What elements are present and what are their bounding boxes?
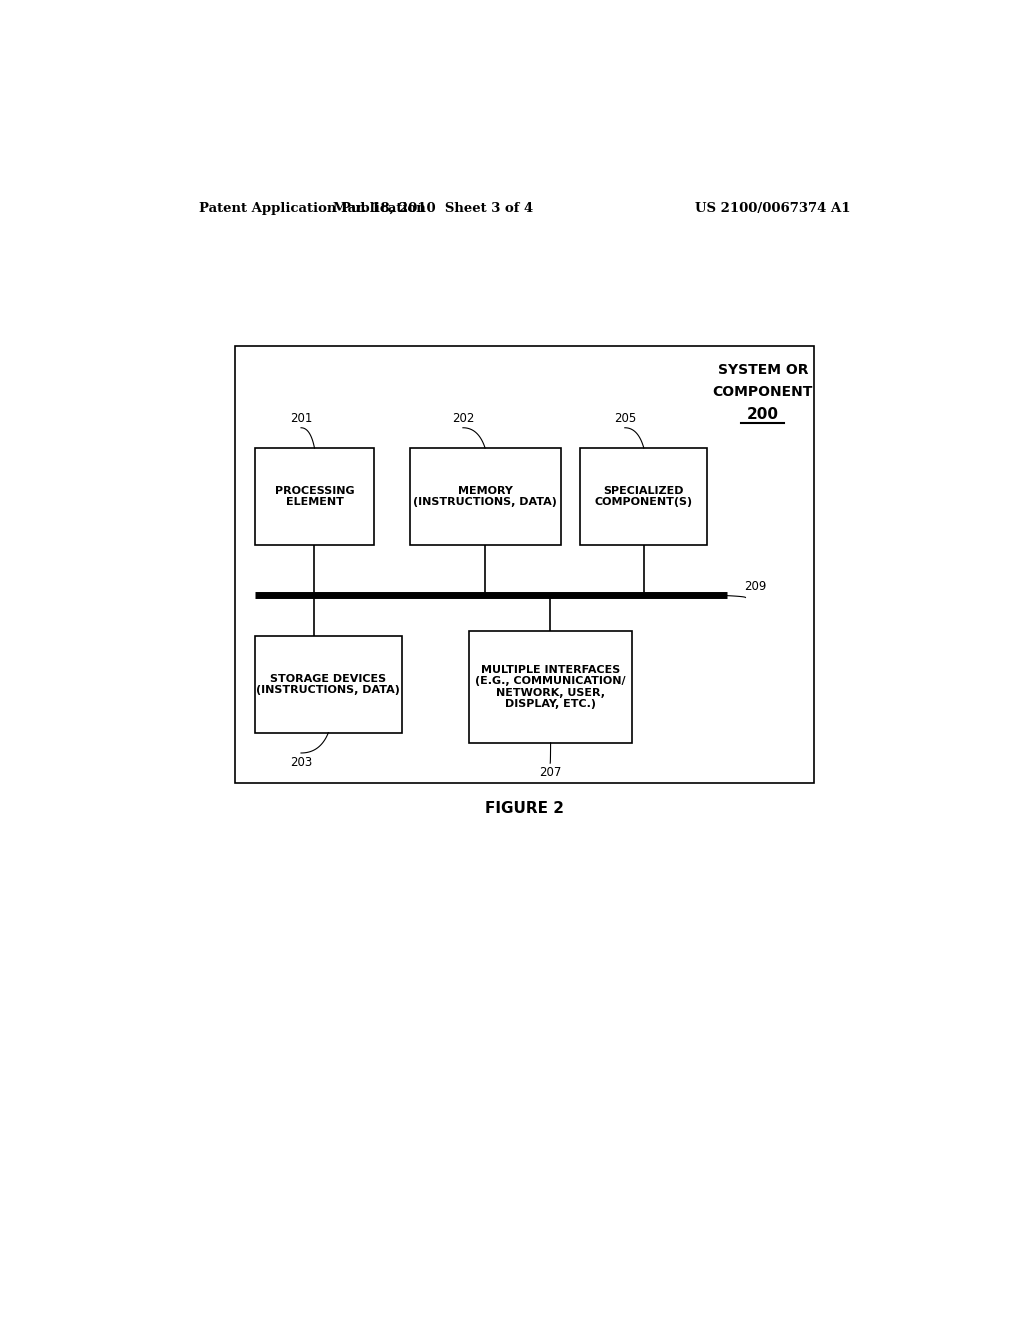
Bar: [255, 447, 374, 545]
Text: 202: 202: [452, 412, 474, 425]
Text: 200: 200: [746, 407, 779, 422]
Text: 207: 207: [539, 766, 561, 779]
Bar: [236, 346, 814, 784]
Bar: [410, 447, 560, 545]
Text: 203: 203: [290, 756, 312, 770]
Text: 209: 209: [743, 581, 766, 594]
Text: MEMORY
(INSTRUCTIONS, DATA): MEMORY (INSTRUCTIONS, DATA): [413, 486, 557, 507]
Text: US 2100/0067374 A1: US 2100/0067374 A1: [694, 202, 850, 215]
Text: PROCESSING
ELEMENT: PROCESSING ELEMENT: [274, 486, 354, 507]
Bar: [581, 447, 708, 545]
Text: COMPONENT: COMPONENT: [713, 385, 813, 399]
Text: 205: 205: [613, 412, 636, 425]
Text: MULTIPLE INTERFACES
(E.G., COMMUNICATION/
NETWORK, USER,
DISPLAY, ETC.): MULTIPLE INTERFACES (E.G., COMMUNICATION…: [475, 664, 626, 709]
Text: Mar. 18, 2010  Sheet 3 of 4: Mar. 18, 2010 Sheet 3 of 4: [334, 202, 534, 215]
Text: SYSTEM OR: SYSTEM OR: [718, 363, 808, 376]
Text: SPECIALIZED
COMPONENT(S): SPECIALIZED COMPONENT(S): [595, 486, 693, 507]
Text: Patent Application Publication: Patent Application Publication: [200, 202, 426, 215]
Text: FIGURE 2: FIGURE 2: [485, 801, 564, 816]
Text: 201: 201: [290, 412, 312, 425]
Text: STORAGE DEVICES
(INSTRUCTIONS, DATA): STORAGE DEVICES (INSTRUCTIONS, DATA): [256, 673, 400, 696]
Bar: [469, 631, 632, 743]
Bar: [255, 636, 401, 733]
